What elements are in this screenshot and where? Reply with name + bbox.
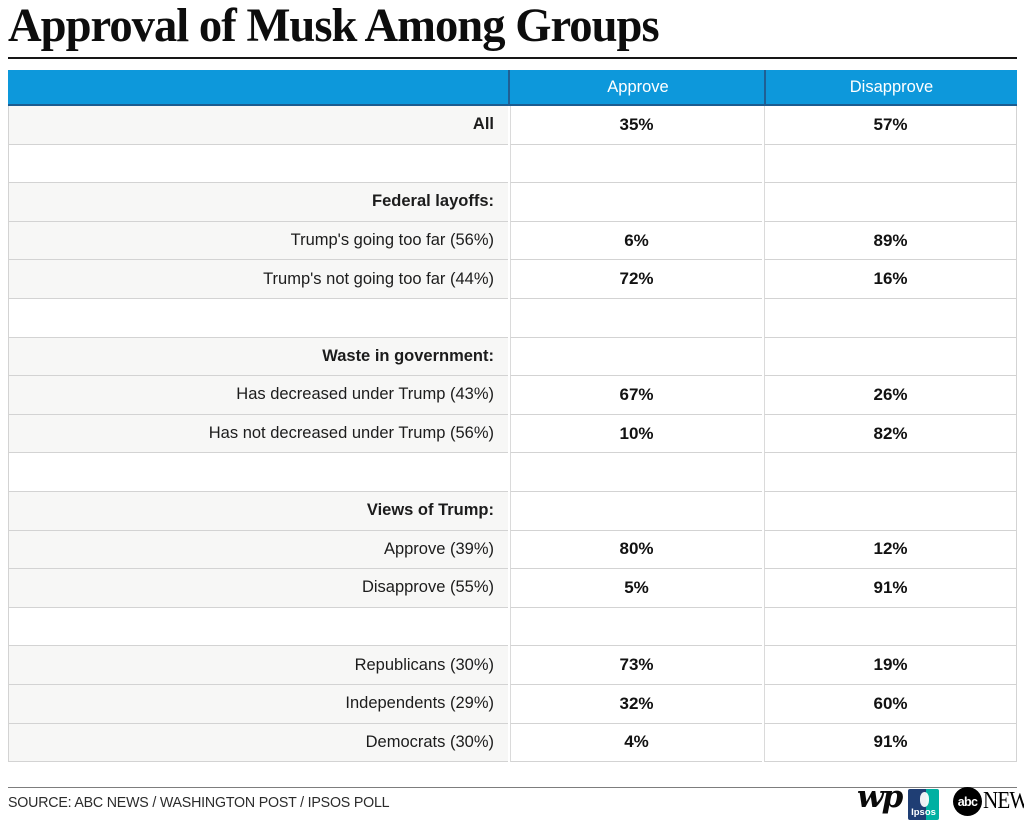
row-label — [8, 453, 508, 492]
disapprove-value: 82% — [764, 414, 1017, 454]
disapprove-value: 89% — [764, 221, 1017, 261]
table-row: Waste in government: — [8, 337, 1017, 377]
approve-value — [510, 607, 762, 647]
table-row: Republicans (30%) 73% 19% — [8, 646, 1017, 685]
approve-value: 73% — [510, 646, 762, 685]
approve-value — [510, 144, 762, 184]
approve-value — [510, 337, 762, 377]
row-label: Disapprove (55%) — [8, 569, 508, 608]
approve-value: 32% — [510, 684, 762, 724]
abc-news-logo-text: NEWS — [983, 788, 1024, 814]
table-row: Approve (39%) 80% 12% — [8, 530, 1017, 570]
table-row: Views of Trump: — [8, 491, 1017, 531]
row-label: Has decreased under Trump (43%) — [8, 376, 508, 415]
poll-table: Approve Disapprove All 35% 57% Federal layo… — [8, 70, 1017, 763]
table-row — [8, 298, 1017, 338]
approve-value: 5% — [510, 569, 762, 608]
approve-value: 10% — [510, 414, 762, 454]
row-label — [8, 607, 508, 647]
column-header-disapprove: Disapprove — [849, 78, 934, 96]
footer-divider — [8, 787, 1017, 788]
page-title: Approval of Musk Among Groups — [8, 0, 660, 52]
row-label: Approve (39%) — [8, 530, 508, 570]
table-row: Democrats (30%) 4% 91% — [8, 723, 1017, 763]
approve-value: 35% — [510, 106, 762, 145]
table-row: Has decreased under Trump (43%) 67% 26% — [8, 376, 1017, 415]
row-label: Federal layoffs: — [8, 183, 508, 222]
table-row: Disapprove (55%) 5% 91% — [8, 569, 1017, 608]
row-label: All — [8, 106, 508, 145]
washington-post-logo-icon: wp — [857, 779, 903, 815]
disapprove-value: 57% — [764, 106, 1017, 145]
ipsos-logo-text: Ipsos — [911, 807, 936, 818]
disapprove-value — [764, 298, 1017, 338]
abc-news-logo: abc NEWS — [953, 787, 1024, 816]
table-row — [8, 607, 1017, 647]
disapprove-value: 91% — [764, 723, 1017, 763]
table-row: Independents (29%) 32% 60% — [8, 684, 1017, 724]
approve-value — [510, 298, 762, 338]
table-row: All 35% 57% — [8, 106, 1017, 145]
row-label: Trump's not going too far (44%) — [8, 260, 508, 299]
table-row — [8, 453, 1017, 492]
row-label: Has not decreased under Trump (56%) — [8, 414, 508, 454]
table-row: Has not decreased under Trump (56%) 10% 82… — [8, 414, 1017, 454]
table-header: Approve Disapprove — [8, 70, 1017, 106]
ipsos-logo-icon: Ipsos — [908, 789, 939, 820]
row-label: Republicans (30%) — [8, 646, 508, 685]
column-header-approve: Approve — [607, 78, 669, 96]
header-divider — [508, 70, 510, 104]
disapprove-value — [764, 607, 1017, 647]
abc-circle-icon: abc — [953, 787, 982, 816]
disapprove-value: 91% — [764, 569, 1017, 608]
approve-value — [510, 491, 762, 531]
approve-value — [510, 453, 762, 492]
approve-value: 67% — [510, 376, 762, 415]
ipsos-logo-mark — [920, 792, 929, 807]
row-label — [8, 298, 508, 338]
disapprove-value — [764, 337, 1017, 377]
table-row — [8, 144, 1017, 184]
table-row: Trump's going too far (56%) 6% 89% — [8, 221, 1017, 261]
approve-value: 72% — [510, 260, 762, 299]
table-body: All 35% 57% Federal layoffs: Trump's going t… — [8, 106, 1017, 763]
row-label: Democrats (30%) — [8, 723, 508, 763]
disapprove-value — [764, 491, 1017, 531]
title-divider — [8, 57, 1017, 59]
disapprove-value: 16% — [764, 260, 1017, 299]
header-divider — [764, 70, 766, 104]
disapprove-value: 60% — [764, 684, 1017, 724]
approve-value — [510, 183, 762, 222]
disapprove-value — [764, 144, 1017, 184]
row-label: Trump's going too far (56%) — [8, 221, 508, 261]
source-credit: SOURCE: ABC NEWS / WASHINGTON POST / IPS… — [8, 795, 390, 811]
approve-value: 80% — [510, 530, 762, 570]
row-label: Waste in government: — [8, 337, 508, 377]
disapprove-value — [764, 453, 1017, 492]
row-label: Views of Trump: — [8, 491, 508, 531]
row-label: Independents (29%) — [8, 684, 508, 724]
disapprove-value — [764, 183, 1017, 222]
row-label — [8, 144, 508, 184]
disapprove-value: 26% — [764, 376, 1017, 415]
table-row: Trump's not going too far (44%) 72% 16% — [8, 260, 1017, 299]
disapprove-value: 12% — [764, 530, 1017, 570]
approve-value: 4% — [510, 723, 762, 763]
approve-value: 6% — [510, 221, 762, 261]
table-row: Federal layoffs: — [8, 183, 1017, 222]
disapprove-value: 19% — [764, 646, 1017, 685]
